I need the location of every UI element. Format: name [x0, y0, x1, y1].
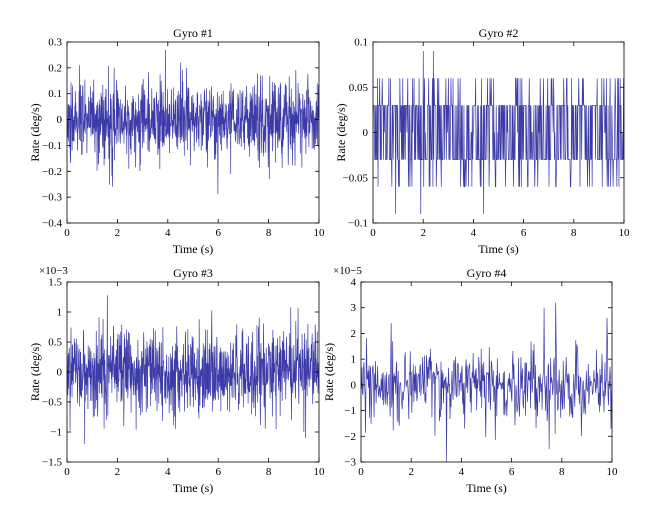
x-tick-label: 10	[619, 227, 631, 239]
x-tick-label: 4	[471, 227, 477, 239]
chart-panel-4: 0 2 4 6 8 10 −3 −2 −1 0 1 2 3 4 Gyro #4 Time (s) Rate (d…	[322, 265, 618, 495]
y-tick-label: 0.05	[349, 82, 369, 94]
y-tick-label: −3	[344, 457, 356, 469]
chart-title: Gyro #2	[479, 26, 519, 40]
y-tick-label: 0	[57, 367, 63, 379]
y-exponent-label: ×10−5	[333, 265, 362, 277]
x-tick-label: 2	[115, 466, 121, 478]
x-tick-label: 0	[64, 466, 70, 478]
x-tick-label: 0	[64, 227, 70, 239]
y-tick-label: −0.4	[42, 218, 62, 230]
x-tick-label: 8	[266, 466, 272, 478]
series-line	[67, 295, 319, 445]
y-exponent-label: ×10−3	[39, 265, 68, 277]
x-tick-label: 4	[459, 466, 465, 478]
y-axis-label: Rate (deg/s)	[322, 343, 336, 401]
y-tick-label: −1	[50, 427, 62, 439]
y-tick-label: 0	[351, 379, 357, 391]
x-tick-label: 6	[509, 466, 515, 478]
y-tick-label: 0.5	[48, 337, 62, 349]
chart-title: Gyro #4	[467, 266, 507, 280]
chart-panel-3: 0 2 4 6 8 10 −1.5 −1 −0.5 0 0.5 1 1.5 Gyro #3 Time (s)…	[28, 265, 325, 495]
y-tick-label: −0.2	[42, 166, 62, 178]
y-tick-label: 1.5	[48, 277, 62, 289]
y-tick-label: −0.5	[42, 397, 62, 409]
x-tick-label: 10	[607, 466, 619, 478]
x-tick-label: 6	[215, 466, 221, 478]
x-tick-label: 8	[571, 227, 577, 239]
y-tick-label: 1	[57, 307, 63, 319]
y-tick-label: 3	[351, 302, 357, 314]
y-tick-label: −0.05	[343, 172, 369, 184]
plot-frame	[360, 281, 613, 463]
chart-panel-1: 0 2 4 6 8 10 −0.4 −0.3 −0.2 −0.1 0 0.1 0.2 0.3 Gyro #1…	[28, 26, 325, 256]
y-tick-label: 0.3	[48, 37, 62, 49]
x-axis-label: Time (s)	[478, 242, 519, 256]
x-axis-label: Time (s)	[173, 481, 214, 495]
y-axis-label: Rate (deg/s)	[28, 343, 42, 401]
x-tick-label: 10	[314, 466, 326, 478]
chart-panel-2: 0 2 4 6 8 10 −0.1 −0.05 0 0.05 0.1 Gyro #2 Time (s) R…	[334, 26, 630, 256]
plot-frame	[66, 41, 320, 224]
chart-title: Gyro #1	[173, 26, 213, 40]
chart-title: Gyro #3	[173, 266, 213, 280]
x-tick-label: 4	[165, 466, 171, 478]
y-tick-label: −1	[344, 405, 356, 417]
y-tick-label: 0	[363, 127, 369, 139]
y-tick-label: −0.3	[42, 192, 62, 204]
series-line	[361, 302, 612, 462]
y-tick-label: −1.5	[42, 457, 62, 469]
series-line	[67, 49, 319, 195]
x-axis-label: Time (s)	[466, 481, 507, 495]
y-tick-label: 1	[351, 354, 357, 366]
y-tick-label: −0.1	[348, 218, 368, 230]
x-tick-label: 6	[215, 227, 221, 239]
x-tick-label: 2	[408, 466, 414, 478]
x-tick-label: 0	[370, 227, 376, 239]
y-tick-label: 0.1	[354, 37, 368, 49]
x-tick-label: 10	[314, 227, 326, 239]
y-axis-label: Rate (deg/s)	[334, 103, 348, 161]
x-axis-label: Time (s)	[173, 242, 214, 256]
y-tick-label: 0.2	[48, 62, 62, 74]
y-tick-label: 0	[57, 114, 63, 126]
x-tick-label: 2	[420, 227, 426, 239]
y-tick-label: −2	[344, 431, 356, 443]
x-tick-label: 0	[358, 466, 364, 478]
y-tick-label: 2	[351, 328, 357, 340]
series-line	[373, 51, 624, 214]
x-tick-label: 8	[559, 466, 565, 478]
y-tick-label: −0.1	[42, 140, 62, 152]
y-tick-label: 0.1	[48, 88, 62, 100]
x-tick-label: 2	[115, 227, 121, 239]
x-tick-label: 4	[165, 227, 171, 239]
y-axis-label: Rate (deg/s)	[28, 103, 42, 161]
y-tick-label: 4	[351, 277, 357, 289]
x-tick-label: 6	[521, 227, 527, 239]
x-tick-label: 8	[266, 227, 272, 239]
